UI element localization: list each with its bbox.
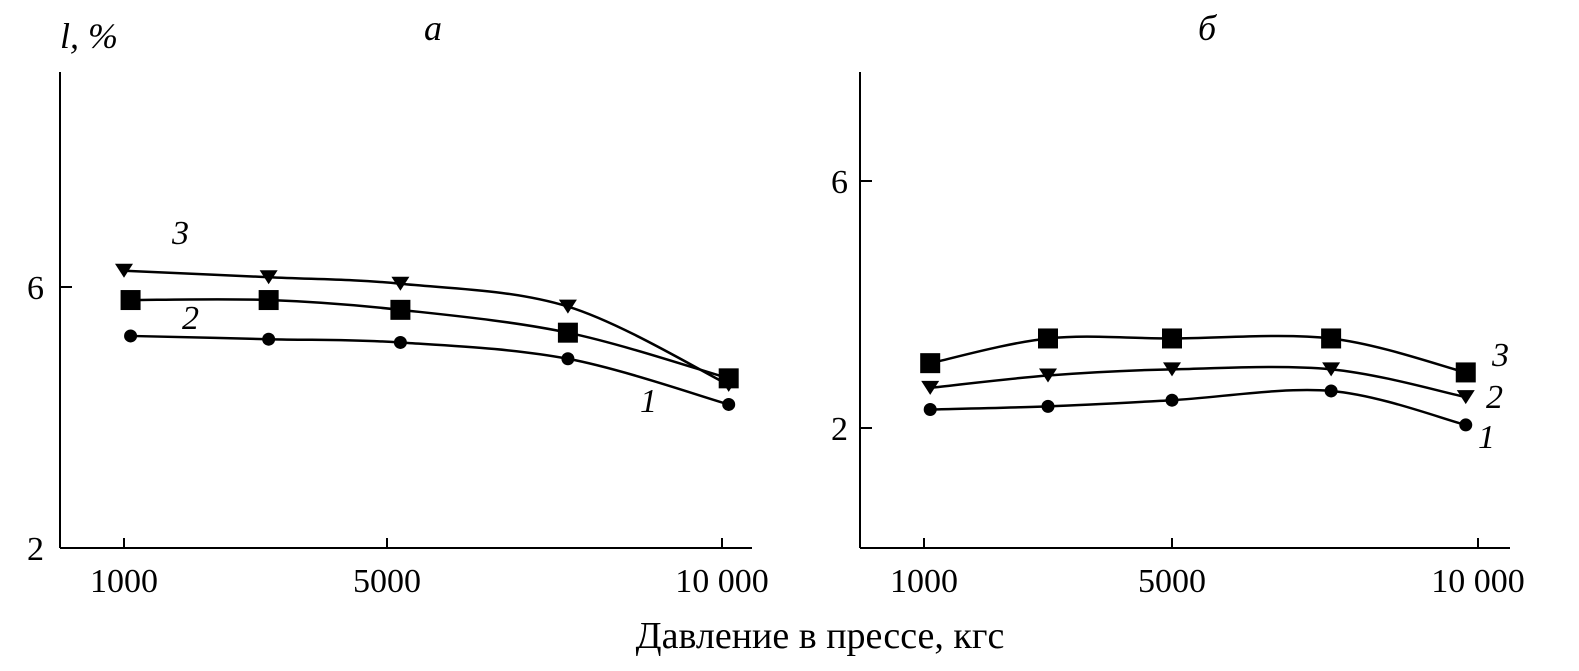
panel-title-b: б [1198,8,1218,48]
data-point-1 [124,329,138,343]
data-point-2 [1456,390,1475,405]
data-point-2 [258,290,279,311]
series-line-1 [930,388,1467,427]
data-point-2 [120,290,141,311]
data-point-3 [920,353,941,374]
chart-panel-a: l, % а 1000 5000 10 000 26 3 2 1 [27,8,769,600]
curve-label-a-1: 1 [640,383,657,420]
data-point-2 [1039,368,1057,383]
data-point-1 [1324,384,1338,398]
x-tick-label: 1000 [90,563,158,600]
y-tick-label: 6 [831,164,848,201]
curve-label-b-3: 3 [1491,337,1509,374]
data-point-1 [1459,418,1473,432]
x-ticks-a: 1000 5000 10 000 [90,538,769,600]
x-tick-label: 5000 [1138,563,1206,600]
markers-b [920,328,1476,432]
data-point-3 [1038,328,1058,349]
data-point-2 [1163,362,1181,377]
data-point-3 [1162,328,1182,349]
data-point-2 [1322,362,1341,377]
panel-title-a: а [424,8,442,48]
markers-a [115,263,739,411]
data-point-1 [923,402,937,416]
x-axis-title: Давление в прессе, кгс [636,615,1005,657]
x-tick-label: 1000 [890,563,958,600]
data-point-1 [393,335,407,349]
series-line-3 [123,269,730,386]
y-axis-label-a: l, % [60,16,118,56]
data-point-3 [719,377,738,392]
curve-label-a-3: 3 [171,215,189,252]
data-point-2 [557,322,578,343]
y-tick-label: 2 [27,531,44,568]
x-tick-label: 10 000 [675,563,769,600]
curves-b [929,334,1467,427]
y-tick-label: 2 [831,411,848,448]
series-line-1 [130,334,730,406]
y-tick-label: 6 [27,270,44,307]
data-point-1 [561,352,575,366]
data-point-2 [390,299,411,320]
x-tick-label: 10 000 [1431,563,1525,600]
curves-a [123,269,730,406]
data-point-3 [1455,362,1476,383]
data-point-1 [1041,399,1055,413]
series-line-3 [929,334,1467,374]
data-point-1 [722,397,736,411]
data-point-1 [1165,393,1179,407]
y-ticks-a: 26 [27,270,72,568]
data-point-1 [262,332,276,346]
series-line-2 [930,365,1467,399]
data-point-3 [391,276,410,291]
data-point-3 [558,299,577,314]
curve-label-a-2: 2 [182,300,199,337]
data-point-2 [921,380,940,395]
chart-panel-b: б 1000 5000 10 000 26 3 2 1 [831,8,1525,600]
curve-label-b-1: 1 [1478,419,1495,456]
data-point-3 [115,263,133,278]
curve-label-b-2: 2 [1486,379,1503,416]
data-point-3 [1321,328,1342,349]
x-tick-label: 5000 [353,563,421,600]
y-ticks-b: 26 [831,164,872,448]
data-point-3 [259,270,278,285]
x-ticks-b: 1000 5000 10 000 [890,538,1525,600]
